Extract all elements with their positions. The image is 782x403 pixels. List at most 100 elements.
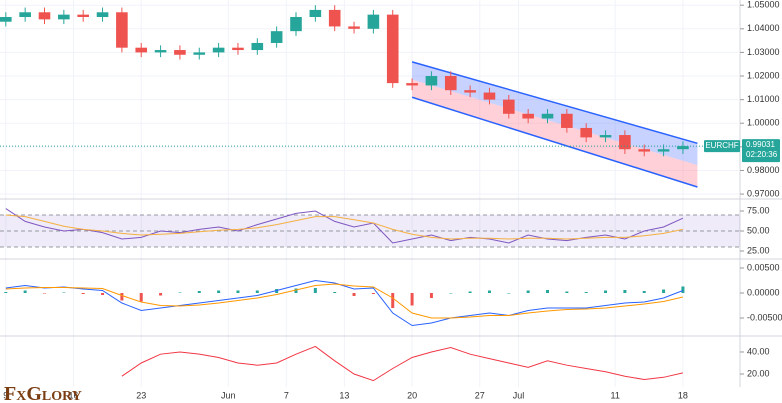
candle-body [464, 90, 476, 93]
y-tick-label: 40.00 [747, 346, 770, 356]
x-tick-label: Jun [221, 390, 236, 400]
histogram-bar [546, 290, 550, 293]
candle-body [406, 83, 418, 86]
histogram-bar [197, 291, 201, 293]
histogram-bar [333, 292, 337, 293]
y-tick-label: 1.03000 [747, 47, 780, 57]
candle-body [503, 99, 515, 114]
histogram-bar [4, 292, 8, 293]
x-tick-label: 23 [136, 390, 146, 400]
candle-body [522, 113, 534, 119]
candle-body [251, 42, 264, 51]
candle-body [135, 47, 148, 53]
candle-body [154, 50, 167, 53]
histogram-bar [178, 292, 182, 293]
rsi-band [0, 215, 740, 247]
histogram-bar [526, 290, 530, 293]
histogram-bar [352, 293, 356, 296]
indicator-line [5, 214, 684, 240]
candle-body [444, 76, 457, 91]
candle-body [0, 16, 12, 22]
histogram-bar [139, 293, 143, 302]
histogram-bar [487, 290, 491, 293]
candle-body [541, 113, 554, 119]
candle-body [483, 92, 496, 100]
histogram-bar [236, 290, 240, 293]
indicator-line [121, 345, 684, 382]
histogram-bar [81, 293, 85, 294]
histogram-bar [391, 293, 395, 308]
histogram-bar [371, 293, 375, 294]
y-tick-label: 25.00 [747, 245, 770, 255]
y-tick-label: 1.04000 [747, 23, 780, 33]
channel-upper [411, 61, 698, 145]
histogram-bar [642, 291, 646, 293]
x-tick-label: Jul [513, 390, 525, 400]
candle-body [619, 135, 631, 150]
candle-body [174, 50, 186, 55]
candle-body [638, 149, 651, 152]
candle-body [193, 52, 206, 55]
indicator-line [5, 208, 684, 244]
symbol-tag: EURCHF [705, 141, 738, 150]
histogram-bar [313, 288, 317, 293]
candle-body [96, 12, 109, 17]
histogram-bar [623, 290, 627, 293]
y-tick-label: 1.02000 [747, 70, 780, 80]
candle-body [309, 9, 322, 17]
x-tick-label: 9 [3, 390, 8, 400]
logo: FxGlory [4, 383, 82, 403]
candle-body [212, 47, 225, 53]
histogram-bar [255, 290, 259, 293]
x-tick-label: 11 [611, 390, 620, 400]
x-tick-label: 18 [678, 390, 688, 400]
y-tick-label: 0.00000 [747, 287, 780, 297]
candle-body [328, 9, 341, 27]
candle-body [367, 14, 380, 29]
countdown-tag: 02:20:36 [746, 150, 778, 159]
histogram-bar [565, 291, 569, 293]
histogram-bar [62, 292, 66, 293]
candle-body [348, 26, 360, 29]
candle-body [677, 146, 689, 150]
histogram-bar [507, 293, 511, 294]
x-tick-label: 27 [475, 390, 485, 400]
histogram-bar [604, 290, 608, 293]
candle-body [19, 12, 31, 17]
channel-lower [411, 96, 698, 188]
histogram-bar [217, 290, 221, 293]
histogram-bar [468, 291, 472, 293]
y-tick-label: 50.00 [747, 225, 770, 235]
histogram-bar [429, 293, 433, 298]
candle-body [599, 135, 612, 138]
histogram-bar [662, 289, 666, 293]
x-tick-label: 16 [69, 390, 79, 400]
x-tick-label: 13 [339, 390, 349, 400]
candle-body [77, 14, 89, 17]
histogram-bar [120, 293, 124, 301]
candle-body [232, 47, 244, 51]
candle-body [386, 14, 399, 84]
y-tick-label: 75.00 [747, 205, 770, 215]
candle-body [561, 113, 573, 128]
y-tick-label: 0.98000 [747, 165, 780, 175]
histogram-bar [681, 286, 685, 293]
y-tick-label: 20.00 [747, 368, 770, 378]
y-tick-label: 1.01000 [747, 94, 780, 104]
y-tick-label: 1.00000 [747, 118, 780, 128]
x-tick-label: 7 [284, 390, 289, 400]
candle-body [657, 149, 670, 152]
candle-body [425, 76, 438, 86]
candle-body [580, 127, 592, 138]
candle-body [38, 12, 51, 20]
y-tick-label: 0.00500 [747, 262, 780, 272]
x-tick-label: 20 [407, 390, 417, 400]
candle-body [116, 12, 128, 48]
histogram-bar [23, 290, 27, 293]
histogram-bar [159, 293, 163, 296]
histogram-bar [584, 292, 588, 293]
indicator-line [5, 279, 684, 327]
candle-body [290, 16, 302, 32]
histogram-bar [410, 293, 414, 306]
